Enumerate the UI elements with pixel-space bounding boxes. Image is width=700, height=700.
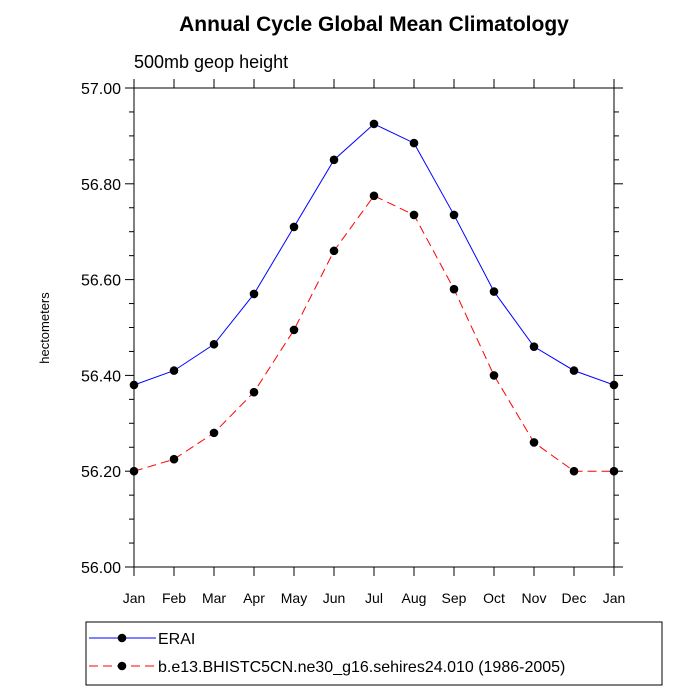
series-line-2: [133, 195, 614, 472]
x-tick-label: Jan: [603, 590, 626, 606]
y-tick-label: 56.40: [81, 368, 121, 385]
x-tick-label: Nov: [522, 590, 547, 606]
legend-entries: ERAI b.e13.BHISTC5CN.ne30_g16.sehires24.0…: [89, 631, 565, 676]
x-tick-label: Aug: [402, 590, 427, 606]
series-line-1: [133, 123, 615, 386]
x-tick-label: Oct: [483, 590, 505, 606]
series-1-point: [129, 380, 139, 390]
series-1-point: [169, 366, 179, 375]
series-1-point: [449, 210, 459, 220]
series-1-point: [409, 138, 419, 148]
series-1-point: [529, 342, 539, 351]
x-tick-label: Dec: [562, 590, 587, 606]
series-2-point: [329, 246, 339, 256]
series-2-point: [369, 191, 379, 201]
x-tick-label: Apr: [243, 590, 265, 606]
x-tick-label: Jan: [123, 590, 146, 606]
legend-box: [85, 621, 663, 686]
series-1-point: [289, 222, 299, 232]
series-2-point: [569, 466, 579, 476]
series-2-point: [609, 466, 619, 476]
x-tick-label: May: [281, 590, 307, 606]
y-tick-label: 56.80: [81, 177, 121, 194]
series-1-point: [609, 380, 619, 390]
plot-frame: [133, 87, 615, 568]
x-tick-label: Mar: [202, 590, 226, 606]
legend-marker-2: [117, 661, 127, 671]
y-tick-label: 56.20: [81, 464, 121, 481]
legend-label-1: ERAI: [158, 631, 195, 648]
legend-label-2: b.e13.BHISTC5CN.ne30_g16.sehires24.010 (…: [158, 659, 565, 676]
series-2-point: [489, 371, 499, 380]
y-tick-label: 56.60: [81, 273, 121, 290]
series-2-point: [529, 438, 539, 447]
series-2-point: [409, 210, 419, 220]
series-2-point: [209, 428, 219, 438]
x-tick-label: Sep: [442, 590, 467, 606]
y-tick-label: 56.00: [81, 560, 121, 577]
chart-title: Annual Cycle Global Mean Climatology: [179, 13, 569, 36]
series-1-point: [249, 289, 259, 299]
series-1-point: [369, 119, 379, 129]
chart-subtitle: 500mb geop height: [134, 52, 288, 72]
x-tick-label: Jul: [365, 590, 383, 606]
y-tick-label: 57.00: [81, 81, 121, 98]
series-2-point: [449, 284, 459, 294]
series-2-point: [289, 325, 299, 335]
series-1-point: [569, 366, 579, 375]
series-1-point: [209, 339, 219, 349]
legend: ERAI b.e13.BHISTC5CN.ne30_g16.sehires24.0…: [85, 621, 663, 686]
x-tick-label: Jun: [323, 590, 346, 606]
plot-area: 56.00 56.20 56.40 56.60 56.80 57.00 Jan Feb Mar A…: [81, 79, 625, 606]
y-axis-label: hectometers: [37, 292, 52, 364]
series-1-point: [329, 155, 339, 165]
series-1-point: [489, 287, 499, 296]
series-2-point: [169, 454, 179, 464]
x-tick-label: Feb: [162, 590, 186, 606]
series-2-point: [249, 387, 259, 397]
legend-marker-1: [117, 633, 127, 643]
series-2-point: [129, 466, 139, 476]
